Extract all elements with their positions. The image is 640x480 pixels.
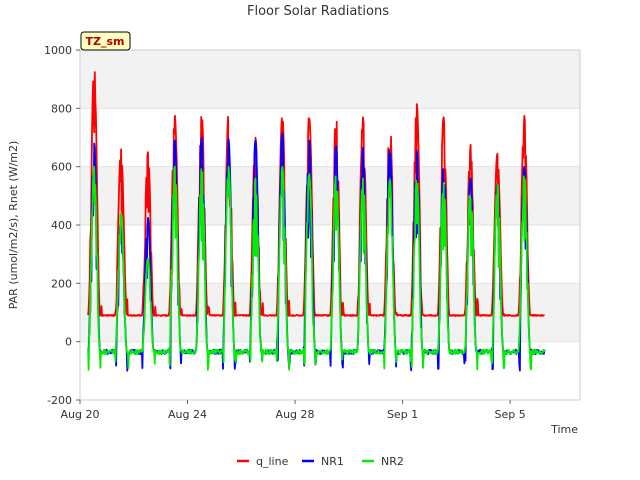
- y-tick-label: 200: [51, 277, 72, 290]
- x-tick-label: Aug 24: [168, 408, 207, 421]
- y-tick-label: 1000: [44, 44, 72, 57]
- tz-badge-label: TZ_sm: [86, 35, 125, 48]
- background-band: [80, 50, 580, 109]
- y-tick-label: -200: [47, 394, 72, 407]
- series-layer: [87, 71, 546, 372]
- legend-label: NR1: [321, 455, 344, 468]
- x-tick-label: Aug 28: [276, 408, 315, 421]
- x-tick-label: Sep 1: [387, 408, 418, 421]
- background-band: [80, 166, 580, 225]
- series-line-nr2: [87, 165, 546, 371]
- y-tick-label: 400: [51, 219, 72, 232]
- legend-label: q_line: [256, 455, 289, 468]
- y-tick-label: 800: [51, 102, 72, 115]
- x-tick-label: Aug 20: [61, 408, 100, 421]
- y-tick-label: 0: [65, 336, 72, 349]
- tz-badge-box: [80, 31, 131, 51]
- x-axis-label: Time: [550, 423, 578, 436]
- legend-label: NR2: [381, 455, 404, 468]
- y-tick-label: 600: [51, 161, 72, 174]
- legend: q_line NR1 NR2: [237, 455, 404, 468]
- x-tick-label: Sep 5: [494, 408, 525, 421]
- background-band: [80, 108, 580, 167]
- background-band: [80, 225, 580, 284]
- y-axis-label: PAR (umol/m2/s), Rnet (W/m2): [7, 141, 20, 310]
- tz-badge: TZ_sm: [80, 31, 131, 51]
- chart-title: Floor Solar Radiations: [247, 4, 389, 19]
- y-axis-ticks: -200 0 200 400 600 800 1000: [44, 44, 80, 407]
- x-axis-ticks: Aug 20 Aug 24 Aug 28 Sep 1 Sep 5: [61, 400, 526, 421]
- series-line-q-line: [87, 71, 545, 317]
